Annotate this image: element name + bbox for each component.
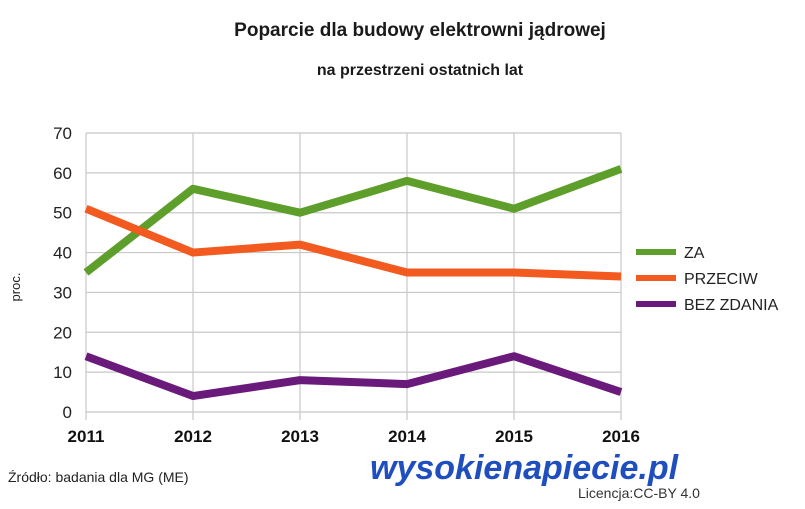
y-axis-label: proc. xyxy=(8,273,23,302)
chart-subtitle: na przestrzeni ostatnich lat xyxy=(317,62,524,79)
x-tick-label: 2016 xyxy=(602,427,640,446)
x-tick-label: 2014 xyxy=(388,427,426,446)
brand-part1: wysokie xyxy=(370,449,502,487)
y-tick-label: 60 xyxy=(53,164,72,183)
brand-logo: wysokienapiecie.pl xyxy=(370,449,680,487)
y-tick-label: 30 xyxy=(53,283,72,302)
x-tick-label: 2013 xyxy=(281,427,319,446)
series-lines xyxy=(83,165,623,401)
y-tick-label: 10 xyxy=(53,363,72,382)
legend-label: BEZ ZDANIA xyxy=(684,297,779,314)
legend-label: PRZECIW xyxy=(684,271,759,288)
x-tick-label: 2015 xyxy=(495,427,533,446)
x-tick-label: 2011 xyxy=(68,427,105,446)
y-tick-label: 40 xyxy=(53,244,72,263)
series-line-2 xyxy=(84,352,623,401)
y-tick-label: 0 xyxy=(63,403,72,422)
y-tick-label: 20 xyxy=(53,323,72,342)
brand-text: wysokienapiecie.pl xyxy=(370,449,680,487)
x-tick-label: 2012 xyxy=(174,427,212,446)
chart-title: Poparcie dla budowy elektrowni jądrowej xyxy=(234,20,606,41)
source-note: Źródło: badania dla MG (ME) xyxy=(8,469,189,485)
license-note: Licencja:CC-BY 4.0 xyxy=(578,485,700,501)
legend-label: ZA xyxy=(684,245,705,262)
y-axis-ticks: 0 10 20 30 40 50 60 70 xyxy=(53,124,72,422)
brand-part2: napiecie.pl xyxy=(502,449,679,487)
y-tick-label: 50 xyxy=(53,204,72,223)
x-axis-ticks: 2011 2012 2013 2014 2015 2016 xyxy=(68,427,640,446)
legend: ZA PRZECIW BEZ ZDANIA xyxy=(636,245,779,314)
series-line-1 xyxy=(84,205,622,281)
y-tick-label: 70 xyxy=(53,124,72,143)
series-line-0 xyxy=(83,165,623,276)
